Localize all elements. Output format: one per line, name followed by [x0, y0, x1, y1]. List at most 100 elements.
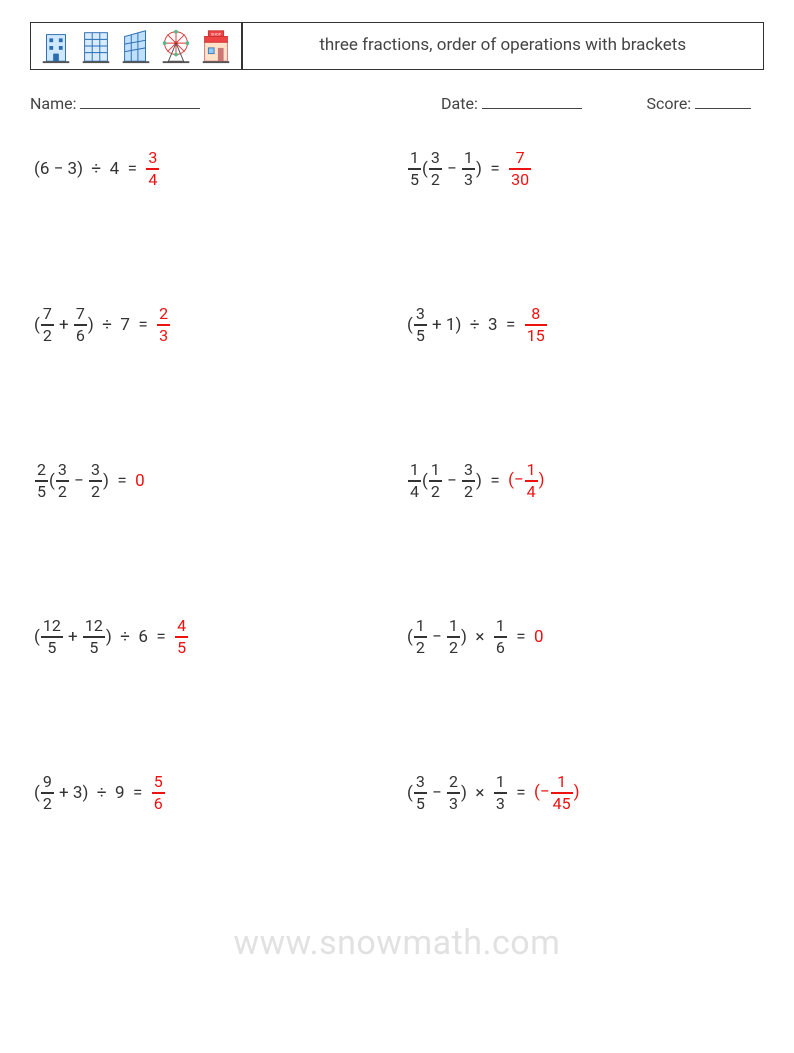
numerator: 12	[41, 618, 63, 634]
worksheet-title: three fractions, order of operations wit…	[243, 23, 764, 69]
expression-text: (	[407, 783, 413, 803]
building-2-icon	[77, 27, 115, 65]
expression-text: −	[443, 159, 461, 179]
answer: 815	[524, 306, 548, 343]
shop-icon: SHOP	[197, 27, 235, 65]
building-1-icon	[37, 27, 75, 65]
expression-text: ) =	[476, 159, 508, 179]
answer-text: (−	[508, 470, 524, 490]
numerator: 1	[408, 150, 421, 166]
problem-4: (35 + 1) ÷ 3 = 815	[407, 303, 760, 347]
expression-text: ) ×	[461, 783, 493, 803]
denominator: 6	[494, 640, 507, 656]
numerator: 4	[175, 618, 188, 634]
answer: (−145)	[534, 774, 579, 811]
answer-text: (−	[534, 782, 550, 802]
expression-text: (	[34, 783, 40, 803]
answer-fraction: 34	[146, 150, 159, 187]
expression-text: +	[55, 315, 73, 335]
answer-fraction: 56	[152, 774, 165, 811]
numerator: 3	[56, 462, 69, 478]
denominator: 3	[462, 172, 475, 188]
answer: 34	[145, 150, 160, 187]
expression-text: (	[407, 315, 413, 335]
answer: 730	[508, 150, 532, 187]
denominator: 5	[414, 796, 427, 812]
problems-grid: (6 − 3) ÷ 4 = 3415(32 − 13) = 730(72 + 7…	[30, 147, 764, 815]
fraction: 35	[414, 306, 427, 343]
numerator: 3	[414, 774, 427, 790]
numerator: 7	[74, 306, 87, 322]
answer: (−14)	[508, 462, 544, 499]
denominator: 3	[447, 796, 460, 812]
date-blank	[482, 95, 582, 109]
denominator: 2	[429, 172, 442, 188]
problem-8: (12 − 12) × 16 = 0	[407, 615, 760, 659]
answer-fraction: 730	[509, 150, 531, 187]
name-field: Name:	[30, 94, 441, 113]
numerator: 3	[89, 462, 102, 478]
watermark: www.snowmath.com	[0, 923, 794, 963]
ferris-wheel-icon	[157, 27, 195, 65]
denominator: 2	[89, 484, 102, 500]
svg-text:SHOP: SHOP	[211, 32, 222, 37]
expression-text: ) =	[476, 471, 508, 491]
answer-text: 0	[135, 471, 145, 491]
expression-text: −	[70, 471, 88, 491]
denominator: 2	[56, 484, 69, 500]
numerator: 1	[462, 150, 475, 166]
fraction: 12	[429, 462, 442, 499]
meta-row: Name: Date: Score:	[30, 94, 764, 113]
answer-text: 0	[534, 627, 544, 647]
fraction: 92	[41, 774, 54, 811]
expression-text: =	[508, 783, 534, 803]
answer-fraction: 23	[157, 306, 170, 343]
denominator: 4	[525, 484, 538, 500]
expression-text: + 3) ÷ 9 =	[55, 783, 151, 803]
fraction: 25	[35, 462, 48, 499]
denominator: 4	[146, 172, 159, 188]
answer: 23	[156, 306, 171, 343]
denominator: 2	[462, 484, 475, 500]
expression-text: −	[428, 783, 446, 803]
numerator: 1	[525, 462, 538, 478]
numerator: 1	[408, 462, 421, 478]
date-label: Date:	[441, 94, 482, 113]
fraction: 32	[462, 462, 475, 499]
answer-fraction: 815	[525, 306, 547, 343]
problem-5: 25(32 − 32) = 0	[34, 459, 387, 503]
problem-1: (6 − 3) ÷ 4 = 34	[34, 147, 387, 191]
numerator: 3	[146, 150, 159, 166]
expression-text: =	[508, 627, 534, 647]
denominator: 2	[447, 640, 460, 656]
fraction: 14	[408, 462, 421, 499]
denominator: 5	[408, 172, 421, 188]
denominator: 5	[35, 484, 48, 500]
score-blank	[695, 95, 751, 109]
fraction: 13	[494, 774, 507, 811]
expression-text: ) ×	[461, 627, 493, 647]
score-label: Score:	[647, 94, 696, 113]
fraction: 16	[494, 618, 507, 655]
fraction: 76	[74, 306, 87, 343]
building-3-icon	[117, 27, 155, 65]
fraction: 125	[83, 618, 105, 655]
expression-text: (	[49, 471, 55, 491]
answer: 45	[174, 618, 189, 655]
fraction: 23	[447, 774, 460, 811]
denominator: 45	[551, 796, 573, 812]
fraction: 12	[414, 618, 427, 655]
header-icons: SHOP	[31, 23, 235, 69]
numerator: 12	[83, 618, 105, 634]
expression-text: −	[443, 471, 461, 491]
fraction: 32	[56, 462, 69, 499]
answer-text: )	[574, 782, 580, 802]
header: SHOP three fractions, order of operation…	[30, 22, 764, 70]
problem-7: (125 + 125) ÷ 6 = 45	[34, 615, 387, 659]
answer: 0	[534, 627, 544, 647]
denominator: 4	[408, 484, 421, 500]
expression-text: (	[34, 627, 40, 647]
numerator: 8	[529, 306, 542, 322]
expression-text: +	[64, 627, 82, 647]
denominator: 2	[414, 640, 427, 656]
